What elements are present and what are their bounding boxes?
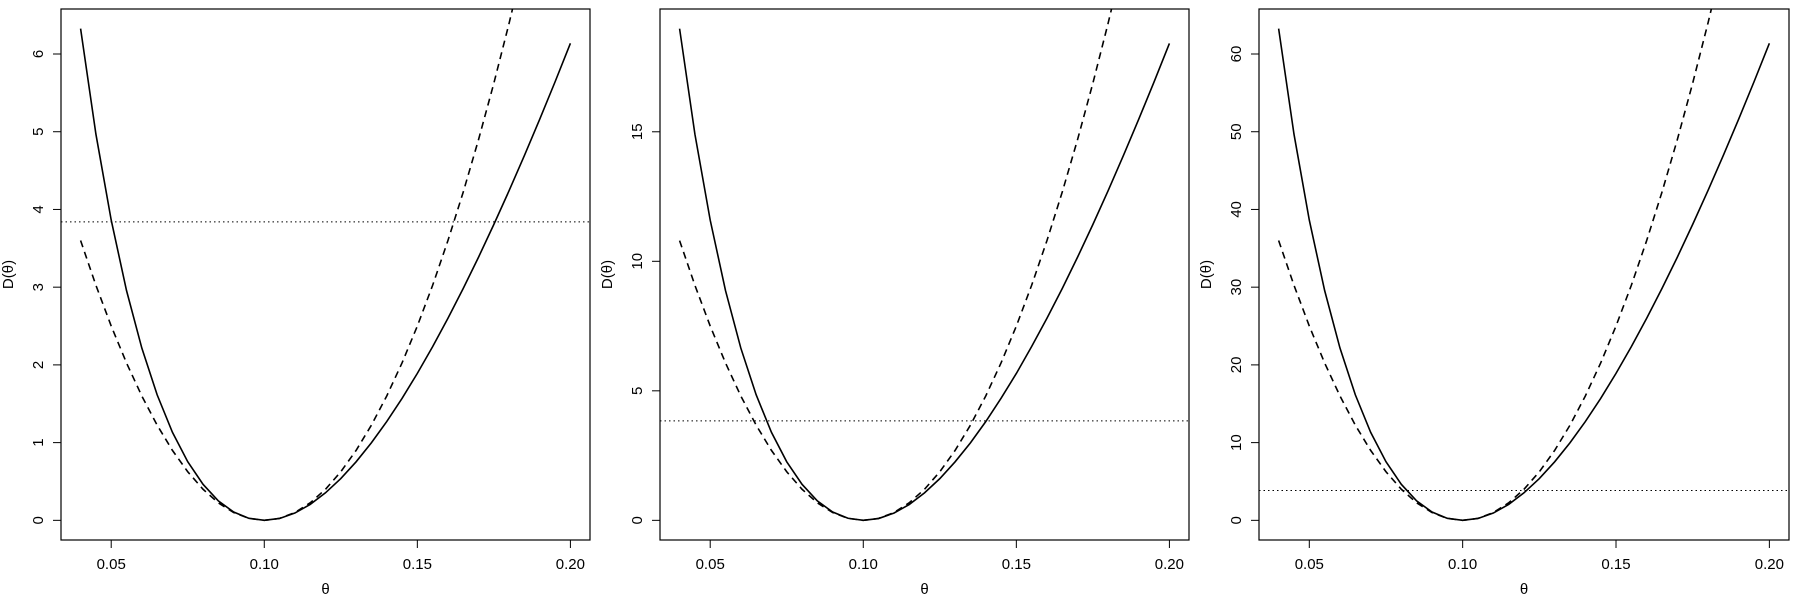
y-tick-label: 50 [1228, 123, 1245, 140]
x-tick-label: 0.15 [403, 556, 432, 573]
y-tick-label: 15 [629, 123, 646, 140]
y-tick-label: 10 [1228, 434, 1245, 451]
curve [678, 9, 1113, 522]
y-tick-label: 0 [629, 516, 646, 524]
y-axis-label: D(θ) [0, 260, 17, 289]
plot-frame [1258, 8, 1790, 541]
panel: 0.05 0.10 0.15 0.20 0 10 20 30 40 50 60 θ D(θ) [1198, 8, 1790, 598]
panel: 0.05 0.10 0.15 0.20 0 1 2 3 4 5 6 θ D(θ) [0, 8, 591, 598]
x-tick-label: 0.20 [556, 556, 585, 573]
y-tick-label: 5 [629, 387, 646, 395]
x-tick-label: 0.15 [1601, 556, 1630, 573]
y-tick-label: 6 [30, 50, 47, 58]
curve [79, 28, 572, 522]
y-tick-label: 0 [1228, 516, 1245, 524]
x-tick-label: 0.05 [1295, 556, 1324, 573]
x-tick-label: 0.05 [97, 556, 126, 573]
y-axis-label: D(θ) [599, 260, 616, 289]
y-tick-label: 4 [30, 205, 47, 213]
y-tick-label: 20 [1228, 357, 1245, 374]
y-tick-label: 0 [30, 516, 47, 524]
x-tick-label: 0.10 [250, 556, 279, 573]
y-tick-label: 2 [30, 361, 47, 369]
x-axis-label: θ [1520, 581, 1528, 598]
curve [79, 9, 514, 522]
y-tick-label: 40 [1228, 201, 1245, 218]
plot-frame [659, 8, 1190, 541]
plot-frame [60, 8, 591, 541]
y-tick-label: 60 [1228, 46, 1245, 63]
curve [678, 28, 1171, 522]
x-axis-label: θ [920, 581, 928, 598]
y-tick-label: 30 [1228, 279, 1245, 296]
x-tick-label: 0.10 [849, 556, 878, 573]
curve [1277, 9, 1713, 522]
y-tick-label: 5 [30, 128, 47, 136]
x-tick-label: 0.05 [696, 556, 725, 573]
curve [1277, 28, 1771, 522]
x-tick-label: 0.20 [1155, 556, 1184, 573]
y-tick-label: 10 [629, 253, 646, 270]
y-tick-label: 3 [30, 283, 47, 291]
panel: 0.05 0.10 0.15 0.20 0 5 10 15 θ D(θ) [599, 8, 1190, 598]
x-tick-label: 0.20 [1755, 556, 1784, 573]
x-axis-label: θ [321, 581, 329, 598]
x-tick-label: 0.10 [1448, 556, 1477, 573]
y-axis-label: D(θ) [1198, 260, 1215, 289]
y-tick-label: 1 [30, 438, 47, 446]
x-tick-label: 0.15 [1002, 556, 1031, 573]
